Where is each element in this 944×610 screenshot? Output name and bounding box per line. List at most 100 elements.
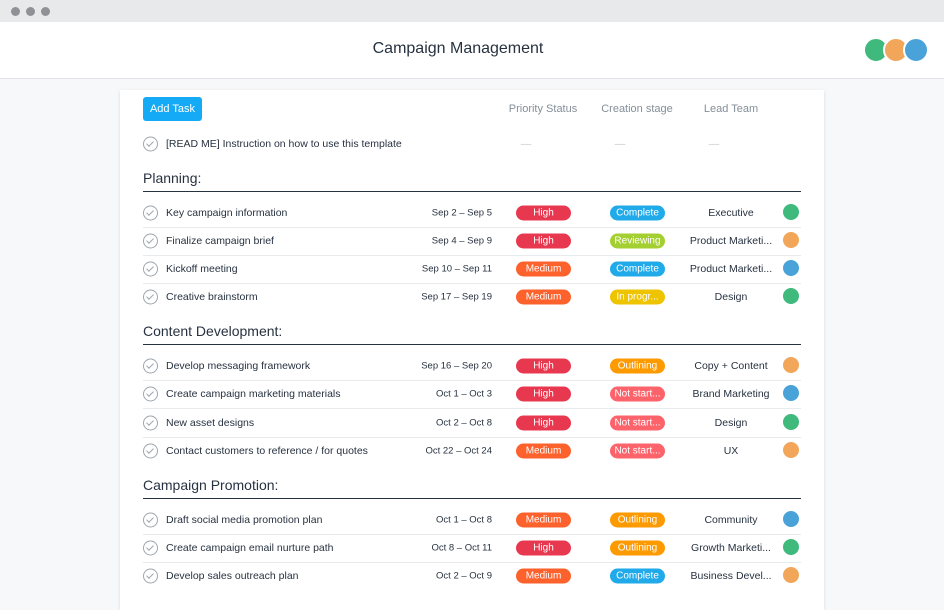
- task-name[interactable]: Finalize campaign brief: [166, 235, 274, 248]
- stage-tag[interactable]: Not start...: [610, 386, 665, 402]
- priority-tag[interactable]: Medium: [516, 261, 571, 277]
- task-name[interactable]: Creative brainstorm: [166, 291, 258, 304]
- lead-team[interactable]: Executive: [708, 207, 754, 219]
- task-name[interactable]: Create campaign marketing materials: [166, 388, 341, 401]
- checkbox[interactable]: [143, 136, 158, 152]
- checkbox[interactable]: [143, 568, 158, 584]
- assignee-avatar[interactable]: [781, 355, 801, 376]
- lead-team[interactable]: Product Marketi...: [689, 235, 773, 248]
- priority-tag[interactable]: High: [516, 233, 571, 249]
- priority-tag[interactable]: High: [516, 415, 571, 430]
- checkbox[interactable]: [143, 261, 158, 277]
- checkbox[interactable]: [143, 205, 158, 221]
- assignee-avatar[interactable]: [781, 536, 801, 557]
- task-name[interactable]: Kickoff meeting: [166, 263, 238, 276]
- priority-tag[interactable]: Medium: [516, 289, 571, 305]
- priority-tag[interactable]: High: [516, 358, 571, 374]
- assignee-avatar[interactable]: [781, 286, 801, 307]
- checkbox[interactable]: [143, 358, 158, 374]
- page-title: Campaign Management: [372, 40, 544, 57]
- task-name[interactable]: Develop sales outreach plan: [166, 569, 299, 582]
- stage-tag[interactable]: Outlining: [610, 512, 665, 528]
- row-separator: [143, 408, 801, 410]
- empty-field: —: [614, 138, 626, 150]
- row-separator: [143, 436, 801, 438]
- row-separator: [143, 533, 801, 535]
- section-title: Content Development:: [143, 323, 283, 340]
- priority-tag[interactable]: High: [516, 205, 571, 221]
- task-name[interactable]: New asset designs: [166, 416, 255, 429]
- stage-tag[interactable]: Not start...: [610, 443, 665, 459]
- priority-tag[interactable]: Medium: [516, 512, 571, 528]
- lead-team[interactable]: Growth Marketi...: [691, 541, 771, 554]
- checkbox[interactable]: [143, 415, 158, 430]
- lead-team[interactable]: Design: [714, 416, 748, 429]
- task-name[interactable]: Develop messaging framework: [166, 360, 311, 373]
- stage-tag[interactable]: Outlining: [610, 358, 665, 374]
- due-dates: Sep 17 – Sep 19: [421, 291, 492, 303]
- due-dates: Oct 1 – Oct 3: [436, 388, 492, 400]
- due-dates: Sep 16 – Sep 20: [421, 360, 492, 372]
- due-dates: Sep 2 – Sep 5: [431, 207, 492, 219]
- lead-team[interactable]: Brand Marketing: [692, 388, 770, 401]
- lead-team[interactable]: Product Marketi...: [689, 263, 773, 276]
- checkbox[interactable]: [143, 443, 158, 459]
- section-rule: [143, 344, 801, 346]
- window-bar: [0, 0, 944, 22]
- stage-tag[interactable]: Complete: [610, 261, 665, 277]
- checkbox[interactable]: [143, 540, 158, 556]
- lead-team[interactable]: Business Devel...: [690, 569, 772, 582]
- checkbox[interactable]: [143, 386, 158, 402]
- task-name[interactable]: Draft social media promotion plan: [166, 513, 323, 526]
- add-task-button[interactable]: Add Task: [143, 97, 202, 121]
- section-rule: [143, 191, 801, 192]
- stage-tag[interactable]: Outlining: [610, 540, 665, 556]
- task-name[interactable]: Create campaign email nurture path: [166, 541, 334, 554]
- section-title: Campaign Promotion:: [143, 476, 279, 493]
- lead-team[interactable]: Community: [704, 513, 758, 526]
- assignee-avatar[interactable]: [781, 230, 801, 251]
- due-dates: Sep 10 – Sep 11: [421, 263, 492, 275]
- priority-tag[interactable]: High: [516, 386, 571, 402]
- checkbox[interactable]: [143, 289, 158, 305]
- column-header[interactable]: Lead Team: [703, 103, 759, 115]
- window-dot: [11, 7, 20, 16]
- assignee-avatar[interactable]: [781, 383, 801, 404]
- task-list: [120, 90, 824, 610]
- assignee-avatar[interactable]: [781, 508, 801, 529]
- column-header[interactable]: Creation stage: [601, 103, 673, 115]
- assignee-avatar[interactable]: [781, 439, 801, 460]
- checkbox[interactable]: [143, 233, 158, 249]
- assignee-avatar[interactable]: [781, 564, 801, 585]
- assignee-avatar[interactable]: [781, 202, 801, 222]
- stage-tag[interactable]: Complete: [610, 205, 665, 221]
- due-dates: Sep 4 – Sep 9: [431, 235, 492, 247]
- avatar[interactable]: [903, 37, 929, 63]
- lead-team[interactable]: Copy + Content: [694, 360, 768, 373]
- lead-team[interactable]: Design: [714, 291, 748, 304]
- row-separator: [143, 227, 801, 228]
- assignee-avatar[interactable]: [781, 411, 801, 432]
- assignee-avatar[interactable]: [781, 258, 801, 279]
- task-name[interactable]: Key campaign information: [166, 207, 288, 219]
- column-header[interactable]: Priority Status: [508, 103, 578, 115]
- stage-tag[interactable]: In progr...: [610, 289, 665, 305]
- row-separator: [143, 561, 801, 563]
- task-name[interactable]: Contact customers to reference / for quo…: [166, 444, 368, 457]
- section-rule: [143, 497, 801, 499]
- stage-tag[interactable]: Reviewing: [610, 233, 665, 249]
- due-dates: Oct 22 – Oct 24: [425, 445, 492, 457]
- row-separator: [143, 255, 801, 257]
- empty-field: —: [708, 138, 720, 150]
- lead-team[interactable]: UX: [723, 444, 739, 457]
- priority-tag[interactable]: High: [516, 540, 571, 556]
- row-separator: [143, 380, 801, 382]
- due-dates: Oct 2 – Oct 9: [436, 570, 492, 582]
- priority-tag[interactable]: Medium: [516, 443, 571, 459]
- checkbox[interactable]: [143, 512, 158, 528]
- task-name[interactable]: [READ ME] Instruction on how to use this…: [166, 138, 402, 150]
- priority-tag[interactable]: Medium: [516, 568, 571, 584]
- stage-tag[interactable]: Not start...: [610, 415, 665, 430]
- stage-tag[interactable]: Complete: [610, 568, 665, 584]
